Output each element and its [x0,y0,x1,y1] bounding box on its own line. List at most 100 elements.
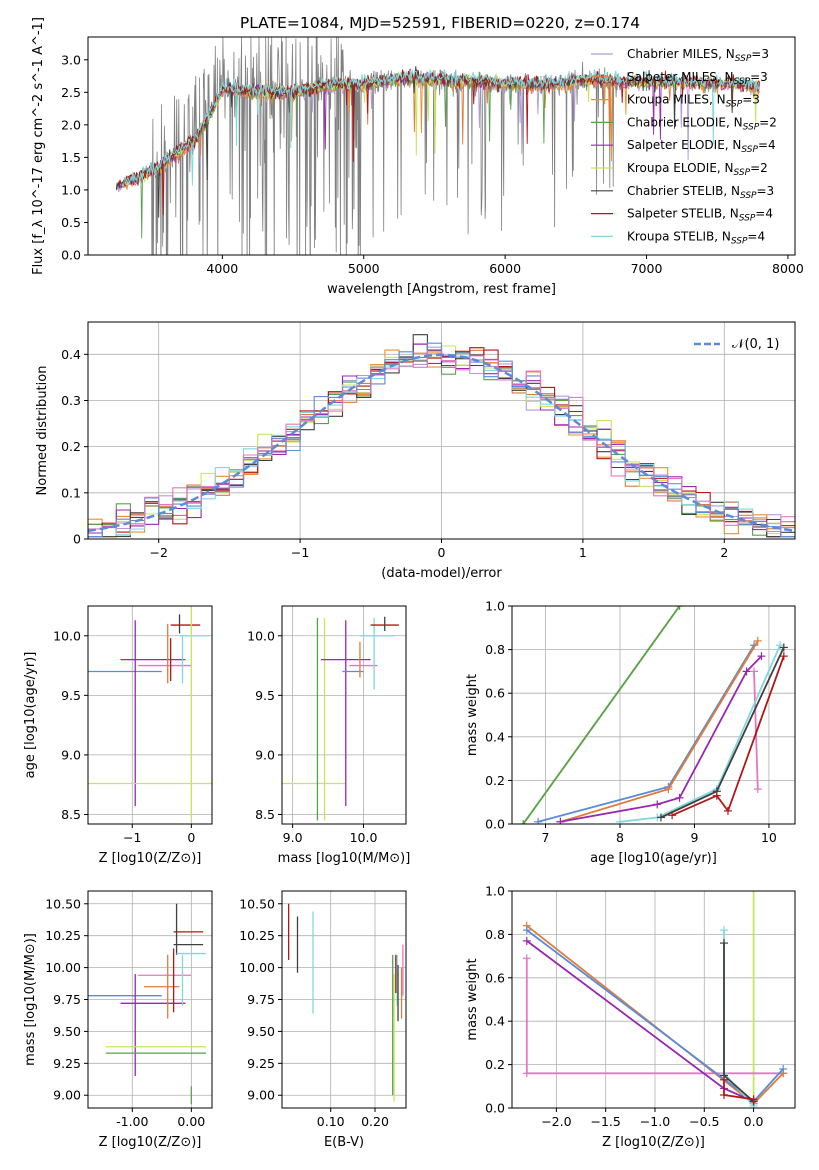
series-line-1 [522,606,681,824]
x-tick-label: 0 [438,545,446,560]
x-tick-label: 7 [542,830,550,845]
y-tick-label: 0.5 [61,215,81,230]
y-tick-label: 3.0 [61,52,81,67]
plot-area [88,606,212,821]
panel-massweight-vs-Z: −2.0 −1.5 −1.0 −0.5 0.0 0.0 0.2 0.4 0.6 0.8 1.0 Z [… [465,884,796,1150]
x-axis-label: age [log10(age/yr)] [590,851,717,866]
series-line-8 [671,655,785,817]
legend-label: Salpeter MILES, NSSP=3 [627,70,768,87]
legend-sub: SSP [731,236,748,246]
y-tick-label: 0.6 [485,970,505,985]
x-tick-label: -1.00 [116,1114,148,1129]
x-tick-label: −1.5 [590,1114,620,1129]
y-tick-label: 0.1 [61,485,81,500]
histogram-step-9 [88,342,795,538]
legend-sub: SSP [740,191,757,201]
plot-area [287,903,404,1102]
y-tick-label: 0.8 [485,927,505,942]
axes-frame [281,605,407,825]
x-axis-label: Z [log10(Z/Z⊙)] [99,1135,202,1150]
y-tick-label: 0 [73,532,81,547]
x-tick-label: 8000 [772,261,804,276]
y-tick-label: 9.5 [61,688,81,703]
y-tick-label: 10.50 [239,896,275,911]
x-axis-label: wavelength [Angstrom, rest frame] [327,282,556,297]
x-tick-label: 4000 [206,261,238,276]
y-tick-label: 0.3 [61,393,81,408]
legend-sub: SSP [739,214,756,224]
x-tick-label: −0.5 [689,1114,719,1129]
y-tick-label: 1.5 [61,150,81,165]
legend-n: =4 [758,138,776,152]
legend-n: =2 [750,161,768,175]
legend-sub: SSP [741,145,758,155]
y-tick-label: 0.8 [485,642,505,657]
y-tick-label: 9.00 [53,1088,81,1103]
y-tick-label: 10.50 [45,896,81,911]
model-line-8 [121,69,760,187]
axes-frame [511,890,796,1109]
x-tick-label: 0.20 [361,1114,389,1129]
x-tick-label: 1 [579,545,587,560]
y-tick-label: 10.0 [53,628,81,643]
legend-sub: SSP [726,100,743,110]
y-tick-label: 1.0 [485,884,505,899]
plot-area [88,903,207,1105]
panel-spectrum: Chabrier MILES, NSSP=3 Salpeter MILES, NS… [31,17,804,297]
legend-sub: SSP [734,168,751,178]
legend-label: Salpeter STELIB, NSSP=4 [627,207,773,224]
y-tick-label: 0.4 [485,1014,505,1029]
x-axis-label: (data-model)/error [381,566,502,581]
legend-sub: SSP [743,122,760,132]
y-tick-label: 1.0 [61,182,81,197]
plot-area [522,891,788,1108]
y-tick-label: 9.50 [53,1024,81,1039]
legend-n: =3 [742,93,760,107]
figure-title: PLATE=1084, MJD=52591, FIBERID=0220, z=0… [240,14,640,32]
y-tick-label: 0.4 [61,347,81,362]
y-tick-label: 10.25 [45,928,81,943]
legend-n: =4 [755,207,773,221]
x-tick-label: 2 [720,545,728,560]
x-tick-label: 8 [616,830,624,845]
legend: Chabrier MILES, NSSP=3 Salpeter MILES, NS… [591,47,777,246]
legend-label: Kroupa ELODIE, NSSP=2 [627,161,768,178]
x-tick-label: −1 [123,830,141,845]
legend-sub: SSP [735,54,752,64]
panel-mass-vs-EBV: 0.10 0.20 9.00 9.25 9.50 9.75 10.00 10.25 10.50 E… [239,890,407,1150]
x-tick-label: −1 [291,545,309,560]
y-tick-label: 0.4 [485,729,505,744]
x-axis-label: Z [log10(Z/Z⊙)] [99,851,202,866]
legend-label: Chabrier STELIB, NSSP=3 [627,184,774,201]
panel-age-vs-Z: −1 0 8.5 9.0 9.5 10.0 Z [log10(Z/Z⊙)] age [log1… [23,605,213,866]
legend-n: =4 [747,229,765,243]
x-tick-label: 6000 [489,261,521,276]
series-line-5 [753,671,759,790]
y-tick-label: 10.00 [239,960,275,975]
legend-label: 𝒩(0, 1) [732,337,779,352]
y-tick-label: 2.5 [61,85,81,100]
x-axis-label: E(B-V) [324,1135,364,1150]
normal-curve [88,353,795,533]
x-tick-label: 0.10 [317,1114,345,1129]
series-line-6 [619,644,781,823]
x-axis-label: mass [log10(M/M⊙)] [278,851,411,866]
y-tick-label: 9.75 [247,992,275,1007]
legend-label: Chabrier MILES, NSSP=3 [627,47,769,64]
x-tick-label: 10 [761,830,777,845]
legend-n: =3 [750,70,768,84]
y-tick-label: 0.0 [485,817,505,832]
y-tick-label: 8.5 [255,807,275,822]
y-tick-label: 9.00 [247,1088,275,1103]
y-tick-label: 0.0 [485,1101,505,1116]
panel-mass-vs-Z: -1.00 0.00 9.00 9.25 9.50 9.75 10.00 10.25 10.50… [23,890,213,1150]
axes-frame [87,36,796,256]
x-tick-label: −1.0 [640,1114,670,1129]
x-tick-label: −2 [149,545,167,560]
panel-residuals: 𝒩(0, 1) −2 −1 0 1 2 0 0.1 0.2 0.3 0.4 (data-model)/… [35,321,796,581]
legend-n: =2 [759,115,777,129]
x-tick-label: 0.0 [744,1114,764,1129]
y-tick-label: 10.00 [45,960,81,975]
legend: 𝒩(0, 1) [694,337,779,352]
